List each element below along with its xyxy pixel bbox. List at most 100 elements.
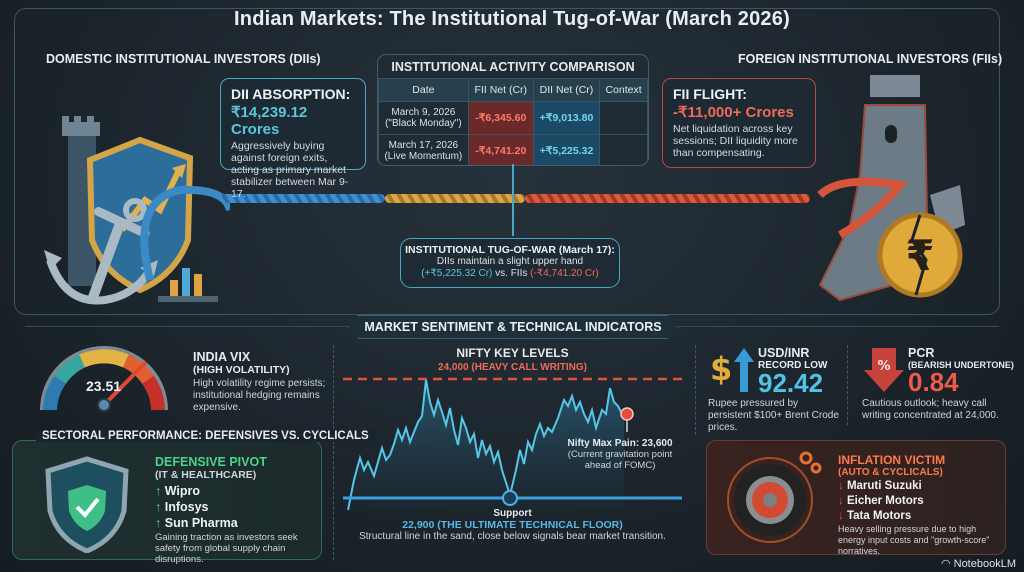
notebooklm-logo-icon: ◠ bbox=[940, 558, 954, 570]
vix-subtitle: (HIGH VOLATILITY) bbox=[193, 364, 290, 376]
svg-text:₹: ₹ bbox=[905, 231, 934, 280]
row-context bbox=[599, 101, 648, 135]
row-note: ("Black Monday") bbox=[385, 118, 462, 129]
fii-flight-callout: FII FLIGHT: -₹11,000+ Crores Net liquida… bbox=[662, 78, 816, 168]
gear-icon bbox=[799, 451, 822, 474]
tug-dii-value: (+₹5,225.32 Cr) bbox=[421, 268, 493, 279]
top-frame bbox=[14, 8, 1000, 315]
col-fii-net: FII Net (Cr) bbox=[467, 78, 534, 102]
nifty-title: NIFTY KEY LEVELS bbox=[456, 346, 569, 360]
row-context bbox=[599, 134, 648, 165]
dii-callout-value: ₹14,239.12 Crores bbox=[231, 104, 308, 138]
usd-inr-value: 92.42 bbox=[758, 368, 824, 398]
shield-check-icon bbox=[45, 456, 129, 553]
percent-down-arrow-icon: % bbox=[864, 348, 904, 392]
row-fii-net: -₹6,345.60 bbox=[467, 101, 534, 135]
row-date: March 9, 2026 bbox=[391, 107, 456, 118]
svg-text:%: % bbox=[877, 359, 890, 374]
sectoral-header: SECTORAL PERFORMANCE: DEFENSIVES VS. CYC… bbox=[36, 430, 375, 442]
arrow-up-icon: ↑ bbox=[155, 516, 165, 530]
dollar-arrow-icon: $ bbox=[710, 348, 754, 392]
arrow-down-icon: ↓ bbox=[838, 480, 847, 492]
table-header-row: Date FII Net (Cr) DII Net (Cr) Context bbox=[378, 78, 648, 102]
tire-wheel-icon bbox=[727, 451, 822, 543]
max-pain-label: Nifty Max Pain: 23,600 bbox=[567, 438, 673, 449]
usd-inr-subtitle: RECORD LOW bbox=[758, 360, 828, 371]
arrow-up-icon: ↑ bbox=[155, 484, 165, 498]
credit-text: NotebookLM bbox=[953, 558, 1016, 570]
divider-right bbox=[695, 345, 696, 435]
tug-summary-line1: DIIs maintain a slight upper hand bbox=[436, 256, 584, 267]
rope-loop-icon bbox=[817, 177, 908, 239]
arrow-down-icon: ↓ bbox=[838, 510, 847, 522]
row-dii-net: +₹9,013.80 bbox=[532, 101, 601, 135]
defensive-stock: Sun Pharma bbox=[164, 516, 238, 530]
cyclical-info: INFLATION VICTIM (AUTO & CYCLICALS) ↓ Ma… bbox=[838, 453, 998, 524]
pcr-info: PCR (BEARISH UNDERTONE) 0.84 bbox=[908, 346, 1014, 397]
fii-callout-desc: Net liquidation across key sessions; DII… bbox=[673, 123, 798, 159]
fii-section-label: FOREIGN INSTITUTIONAL INVESTORS (FIIs) bbox=[738, 52, 1003, 66]
divider-usd-pcr bbox=[847, 345, 848, 425]
vix-info: INDIA VIX (HIGH VOLATILITY) High volatil… bbox=[193, 350, 328, 414]
nifty-resistance-label: 24,000 (HEAVY CALL WRITING) bbox=[438, 362, 587, 373]
pcr-title: PCR bbox=[908, 346, 935, 360]
rope-middle bbox=[385, 194, 525, 203]
page-title: Indian Markets: The Institutional Tug-of… bbox=[234, 8, 790, 30]
bar-chart-icon bbox=[158, 268, 218, 302]
dii-callout-title: DII ABSORPTION: bbox=[231, 86, 351, 102]
tug-fii-value: (-₹4,741.20 Cr) bbox=[530, 268, 599, 279]
pcr-desc: Cautious outlook; heavy call writing con… bbox=[862, 398, 999, 421]
gauge-needle bbox=[102, 360, 148, 407]
support-label: Support bbox=[493, 508, 532, 519]
tug-summary-title: INSTITUTIONAL TUG-OF-WAR (March 17): bbox=[405, 244, 615, 256]
row-fii-net: -₹4,741.20 bbox=[467, 134, 534, 165]
col-dii-net: DII Net (Cr) bbox=[532, 78, 601, 102]
tug-vs: vs. FIIs bbox=[492, 268, 531, 279]
pcr-value: 0.84 bbox=[908, 367, 959, 397]
fii-illustration: ₹ bbox=[817, 75, 965, 302]
support-marker-icon bbox=[502, 490, 518, 506]
dii-absorption-callout: DII ABSORPTION: ₹14,239.12 Crores Aggres… bbox=[220, 78, 366, 200]
cyclical-stock: Tata Motors bbox=[846, 510, 912, 522]
rope-dii-side bbox=[220, 194, 385, 203]
table-row: March 17, 2026 (Live Momentum) -₹4,741.20… bbox=[378, 134, 648, 165]
arrow-down-icon: ↓ bbox=[838, 495, 847, 507]
cyclical-desc: Heavy selling pressure due to high energ… bbox=[838, 524, 990, 556]
nifty-chart bbox=[343, 377, 682, 510]
defensive-info: DEFENSIVE PIVOT (IT & HEALTHCARE) ↑ Wipr… bbox=[155, 455, 315, 565]
credit-badge: ◠ NotebookLM bbox=[941, 557, 1016, 570]
support-value: 22,900 (THE ULTIMATE TECHNICAL FLOOR) bbox=[402, 519, 623, 531]
vix-desc: High volatility regime persists; institu… bbox=[193, 378, 326, 413]
cyclical-subtitle: (AUTO & CYCLICALS) bbox=[838, 467, 943, 478]
dii-illustration bbox=[44, 116, 230, 305]
comparison-table-title: INSTITUTIONAL ACTIVITY COMPARISON bbox=[391, 60, 635, 74]
support-desc: Structural line in the sand, close below… bbox=[359, 531, 666, 542]
row-note: (Live Momentum) bbox=[384, 151, 463, 162]
anchor-icon bbox=[44, 198, 158, 305]
fii-callout-value: -₹11,000+ Crores bbox=[673, 104, 794, 121]
defensive-title: DEFENSIVE PIVOT bbox=[155, 455, 267, 469]
max-pain-marker-icon bbox=[620, 407, 634, 421]
cracked-rupee-coin-icon: ₹ bbox=[877, 212, 963, 298]
fii-callout-title: FII FLIGHT: bbox=[673, 86, 747, 102]
max-pain-desc: (Current gravitation point ahead of FOMC… bbox=[567, 449, 673, 471]
row-dii-net: +₹5,225.32 bbox=[532, 134, 601, 165]
col-date: Date bbox=[378, 78, 469, 102]
row-date: March 17, 2026 bbox=[388, 140, 459, 151]
dii-section-label: DOMESTIC INSTITUTIONAL INVESTORS (DIIs) bbox=[46, 52, 321, 66]
cyclical-stock: Maruti Suzuki bbox=[846, 480, 922, 492]
cyclical-title: INFLATION VICTIM bbox=[838, 453, 946, 467]
defensive-desc: Gaining traction as investors seek safet… bbox=[155, 532, 298, 565]
usd-inr-info: USD/INR RECORD LOW 92.42 bbox=[758, 346, 828, 398]
dii-callout-desc: Aggressively buying against foreign exit… bbox=[231, 140, 349, 200]
table-row: March 9, 2026 ("Black Monday") -₹6,345.60… bbox=[378, 101, 648, 135]
defensive-stock: Infosys bbox=[164, 500, 209, 514]
support-info: Support 22,900 (THE ULTIMATE TECHNICAL F… bbox=[340, 508, 685, 543]
vix-title: INDIA VIX bbox=[193, 350, 251, 364]
rope-fii-side bbox=[525, 194, 810, 203]
defensive-stock: Wipro bbox=[164, 484, 201, 498]
connector-line bbox=[512, 164, 514, 236]
cyclical-stock: Eicher Motors bbox=[846, 495, 924, 507]
divider-left bbox=[333, 345, 334, 560]
svg-text:$: $ bbox=[710, 350, 732, 388]
